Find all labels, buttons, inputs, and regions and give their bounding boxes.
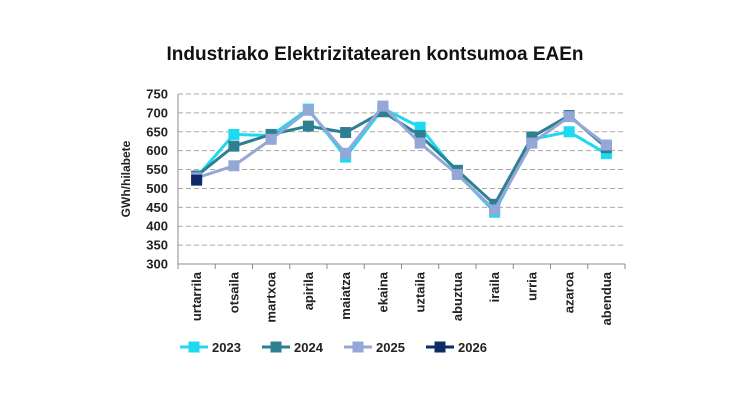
data-point-2025: [414, 137, 426, 149]
legend-marker-2026: [434, 341, 446, 353]
x-axis-ticks: urtarrila otsaila martxoa apirila maiatza eka…: [189, 271, 614, 325]
chart-title: Industriako Elektrizitatearen kontsumoa …: [166, 44, 583, 65]
data-point-2024: [489, 198, 501, 210]
x-tick-label: maiatza: [338, 271, 353, 319]
legend-marker-2025: [352, 341, 364, 353]
y-tick-label: 450: [146, 200, 168, 215]
chart-series: [191, 100, 612, 218]
y-tick-label: 600: [146, 143, 168, 158]
y-tick-label: 300: [146, 257, 168, 272]
y-tick-label: 750: [146, 87, 168, 102]
x-tick-label: azaroa: [562, 271, 577, 313]
x-tick-label: urria: [524, 271, 539, 301]
y-tick-label: 700: [146, 105, 168, 120]
chart-axes: [177, 94, 626, 269]
data-point-2025: [228, 160, 240, 172]
legend-marker-2024: [270, 341, 282, 353]
data-point-2025: [600, 139, 612, 151]
y-tick-label: 500: [146, 181, 168, 196]
x-tick-label: abuztua: [450, 271, 465, 321]
data-point-2026: [191, 174, 203, 186]
data-point-2025: [563, 111, 575, 123]
data-point-2025: [340, 147, 352, 159]
data-point-2023: [414, 121, 426, 133]
x-tick-label: urtarrila: [189, 271, 204, 321]
data-point-2025: [377, 100, 389, 112]
data-point-2023: [600, 148, 612, 160]
data-point-2024: [340, 127, 352, 139]
data-point-2025: [302, 104, 314, 116]
x-tick-label: ekaina: [375, 271, 390, 312]
legend-label-2025: 2025: [376, 340, 405, 355]
y-axis-label: GWh/hilabete: [119, 140, 133, 217]
data-point-2024: [228, 140, 240, 152]
data-point-2023: [563, 126, 575, 138]
data-point-2024: [526, 131, 538, 143]
chart-gridlines: [178, 93, 625, 246]
y-tick-label: 400: [146, 219, 168, 234]
legend-label-2026: 2026: [458, 340, 487, 355]
y-tick-label: 350: [146, 238, 168, 253]
data-point-2025: [489, 204, 501, 216]
y-tick-label: 550: [146, 162, 168, 177]
legend-label-2024: 2024: [294, 340, 324, 355]
y-axis-ticks: 300 350 400 450 500 550 600 650 700 750: [146, 87, 168, 272]
x-tick-label: abendua: [599, 271, 614, 325]
data-point-2024: [414, 130, 426, 142]
chart-legend: 2023 2024 2025 2026: [180, 340, 487, 355]
x-tick-label: iraila: [487, 271, 502, 302]
data-point-2025: [526, 137, 538, 149]
data-point-2024: [302, 120, 314, 132]
x-tick-label: martxoa: [264, 271, 279, 322]
x-tick-label: uztaila: [413, 271, 428, 312]
x-tick-label: otsaila: [226, 271, 241, 313]
data-point-2024: [377, 106, 389, 118]
data-point-2023: [228, 128, 240, 140]
data-point-2025: [451, 168, 463, 180]
legend-marker-2023: [188, 341, 200, 353]
x-tick-label: apirila: [301, 271, 316, 310]
series-line-2025: [196, 104, 608, 212]
legend-label-2023: 2023: [212, 340, 241, 355]
y-tick-label: 650: [146, 124, 168, 139]
data-point-2025: [265, 133, 277, 145]
